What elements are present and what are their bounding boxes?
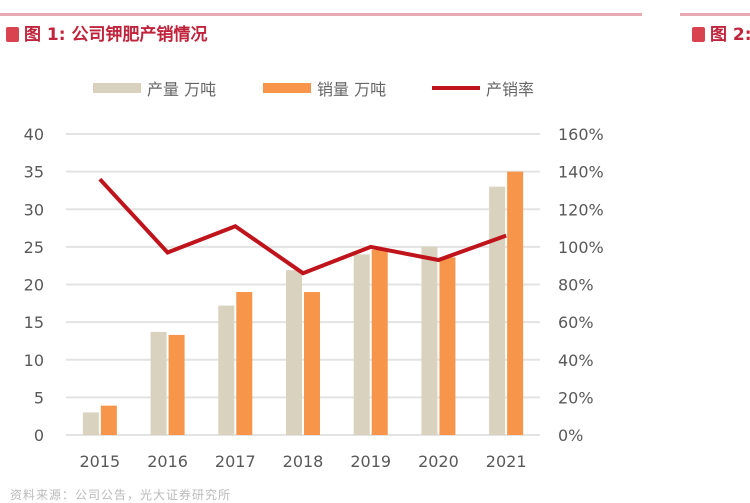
- legend-swatch-production: [93, 83, 141, 93]
- y-axis-right: 0% 20% 40% 60% 80% 100% 120% 140% 160%: [558, 125, 604, 445]
- x-tick: 2020: [418, 452, 459, 471]
- x-tick: 2018: [283, 452, 324, 471]
- y-tick-right: 140%: [558, 163, 604, 182]
- figure-icon: [6, 27, 19, 42]
- bar-sales: [168, 334, 185, 435]
- bar-sales: [507, 171, 524, 435]
- legend-label: 产销率: [486, 80, 535, 99]
- y-tick-left: 40: [24, 125, 44, 144]
- x-tick: 2019: [350, 452, 391, 471]
- bar-production: [489, 186, 506, 435]
- legend-swatch-sales: [263, 83, 311, 93]
- y-tick-right: 0%: [558, 426, 583, 445]
- bar-production: [286, 270, 302, 435]
- figure1-number: 图 1:: [24, 25, 66, 45]
- bar-sales: [236, 292, 253, 435]
- header-rule-figure1: [0, 13, 642, 16]
- y-tick-right: 40%: [558, 351, 594, 370]
- bar-production: [421, 246, 438, 435]
- y-tick-right: 100%: [558, 238, 604, 257]
- source-note: 资料来源：公司公告，光大证券研究所: [10, 488, 232, 502]
- figure1-title: 图 1: 公司钾肥产销情况: [6, 20, 207, 45]
- legend-item-sales: 销量 万吨: [263, 76, 386, 100]
- y-tick-left: 15: [24, 313, 44, 332]
- figure2-title: 图 2:: [692, 20, 750, 45]
- y-tick-right: 60%: [558, 313, 594, 332]
- legend-item-ratio: 产销率: [432, 76, 534, 100]
- header-rule-figure2: [680, 13, 750, 16]
- bar-sales: [100, 405, 117, 435]
- bar-sales: [304, 292, 320, 435]
- figure1-caption: 公司钾肥产销情况: [71, 25, 208, 45]
- y-tick-left: 35: [24, 163, 44, 182]
- y-tick-right: 20%: [558, 388, 594, 407]
- y-axis-left: 0 5 10 15 20 25 30 35 40: [24, 125, 44, 445]
- legend-swatch-ratio: [432, 86, 480, 90]
- legend-item-production: 产量 万吨: [93, 76, 216, 100]
- x-tick: 2017: [215, 452, 256, 471]
- y-tick-left: 0: [34, 426, 44, 445]
- legend-label: 销量 万吨: [317, 80, 387, 99]
- y-tick-right: 160%: [558, 125, 604, 144]
- x-tick: 2015: [79, 452, 120, 471]
- y-tick-right: 80%: [558, 276, 594, 295]
- x-tick: 2021: [486, 452, 527, 471]
- bar-production: [353, 254, 370, 435]
- figure-icon: [692, 27, 705, 42]
- y-tick-left: 25: [24, 238, 44, 257]
- bar-series: [82, 171, 524, 435]
- bar-sales: [371, 249, 388, 435]
- y-tick-left: 20: [24, 276, 44, 295]
- y-tick-left: 10: [24, 351, 44, 370]
- bar-sales: [439, 257, 456, 435]
- y-tick-left: 5: [34, 388, 44, 407]
- bar-production: [218, 305, 235, 435]
- y-tick-right: 120%: [558, 200, 604, 219]
- figure2-number: 图 2:: [710, 25, 750, 45]
- bar-production: [82, 412, 99, 435]
- legend-label: 产量 万吨: [147, 80, 217, 99]
- y-tick-left: 30: [24, 200, 44, 219]
- x-tick: 2016: [147, 452, 188, 471]
- chart-legend: 产量 万吨 销量 万吨 产销率: [0, 76, 640, 100]
- gridlines: [66, 133, 540, 436]
- ratio-line: [98, 177, 507, 276]
- x-axis: 2015 2016 2017 2018 2019 2020 2021: [79, 452, 526, 471]
- bar-production: [150, 331, 167, 435]
